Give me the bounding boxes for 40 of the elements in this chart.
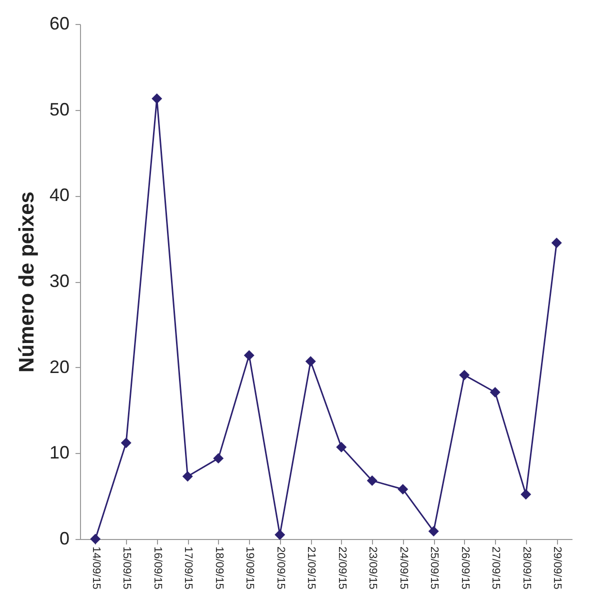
y-tick-label: 10 — [49, 442, 70, 463]
x-tick-label: 20/09/15 — [274, 546, 286, 590]
y-tick-label: 30 — [49, 271, 70, 291]
x-tick-label: 23/09/15 — [366, 546, 379, 590]
x-tick-label: 17/09/15 — [182, 546, 194, 590]
x-tick-label: 19/09/15 — [244, 546, 256, 590]
point — [182, 471, 193, 482]
x-tick-label: 22/09/15 — [336, 546, 348, 590]
point — [551, 238, 562, 248]
x-tick-label: 27/09/15 — [490, 546, 502, 590]
point — [120, 438, 132, 448]
point — [336, 442, 347, 452]
point — [520, 489, 532, 500]
x-tick-label: 29/09/15 — [551, 546, 564, 590]
point — [305, 356, 316, 367]
x-tick-label: 21/09/15 — [305, 546, 318, 590]
x-tick-label: 28/09/15 — [520, 546, 532, 590]
y-tick-label: 50 — [49, 99, 70, 120]
point — [244, 350, 254, 361]
point — [366, 475, 378, 486]
x-tick-label: 24/09/15 — [397, 546, 410, 590]
point — [459, 370, 470, 380]
x-tick-label: 25/09/15 — [428, 546, 440, 590]
x-tick-label: 15/09/15 — [120, 546, 133, 590]
point — [152, 93, 162, 104]
x-tick-label: 18/09/15 — [212, 546, 225, 590]
y-axis-title: Número de peixes — [15, 192, 38, 372]
point — [490, 386, 500, 398]
x-tick-label: 16/09/15 — [151, 546, 164, 590]
y-tick-label: 60 — [49, 14, 70, 34]
point — [398, 484, 408, 494]
point — [90, 534, 101, 544]
point — [428, 526, 439, 537]
point — [274, 529, 286, 540]
x-tick-label: 14/09/15 — [90, 546, 102, 590]
point — [213, 453, 224, 464]
y-tick-label: 40 — [49, 185, 70, 206]
x-tick-label: 26/09/15 — [458, 546, 471, 590]
y-tick-label: 20 — [49, 356, 70, 377]
y-tick-label: 0 — [59, 528, 70, 548]
